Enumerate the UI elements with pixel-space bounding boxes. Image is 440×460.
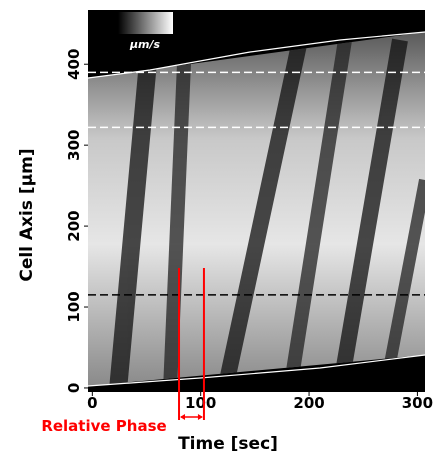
phase-label: Relative Phase [41,417,166,435]
y-tick-label: 300 [65,130,83,161]
y-tick-label: 0 [65,383,83,393]
x-tick-label: 0 [87,394,97,412]
y-tick-label: 400 [65,49,83,80]
colorbar-tick-label: 0 [115,2,122,13]
x-tick-label: 200 [293,394,324,412]
x-tick-label: 300 [402,394,433,412]
y-axis-label: Cell Axis [µm] [17,148,37,281]
x-axis-label: Time [sec] [178,434,278,454]
y-tick-label: 200 [65,210,83,241]
colorbar [118,12,173,34]
wave-bands [109,38,425,386]
x-tick-label: 100 [185,394,216,412]
y-tick-label: 100 [65,291,83,322]
cell-edge [87,354,426,387]
colorbar-label: µm/s [129,38,161,51]
colorbar-tick-label: 3 [170,2,177,13]
phase-arrowhead [180,414,203,420]
